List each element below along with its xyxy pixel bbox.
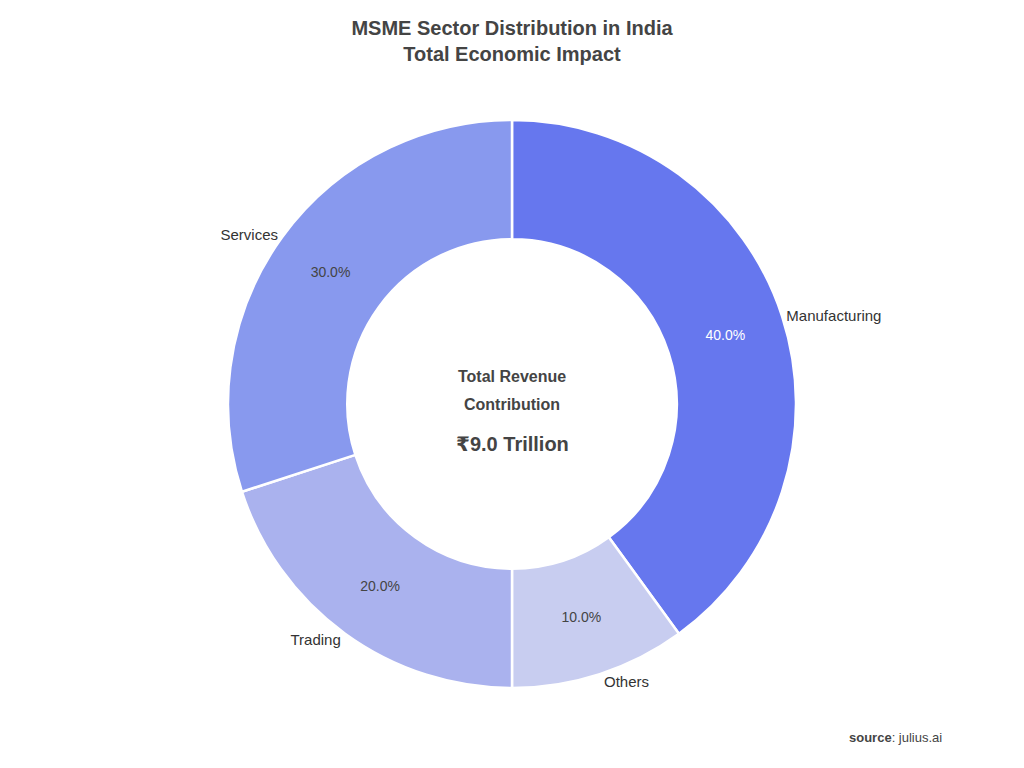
svg-text:30.0%: 30.0% [311, 264, 351, 280]
svg-text:40.0%: 40.0% [706, 327, 746, 343]
svg-text:Trading: Trading [291, 631, 341, 648]
svg-text:10.0%: 10.0% [561, 609, 601, 625]
svg-text:Others: Others [604, 673, 649, 690]
svg-text:Manufacturing: Manufacturing [786, 307, 881, 324]
svg-text:MSME Sector Distribution in In: MSME Sector Distribution in IndiaTotal E… [351, 17, 673, 65]
svg-text:20.0%: 20.0% [360, 578, 400, 594]
svg-text:Total Revenue: Total Revenue [458, 368, 566, 385]
svg-text:₹9.0 Trillion: ₹9.0 Trillion [456, 433, 569, 455]
svg-text:source: julius.ai: source: julius.ai [849, 730, 942, 745]
svg-text:Contribution: Contribution [464, 396, 560, 413]
svg-text:Services: Services [220, 226, 278, 243]
